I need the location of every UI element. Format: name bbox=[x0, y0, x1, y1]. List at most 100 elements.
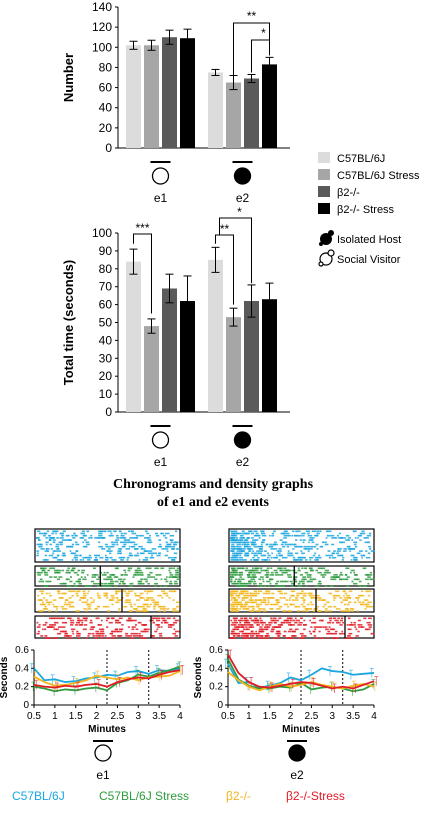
event-mark bbox=[148, 597, 150, 599]
event-mark bbox=[310, 608, 312, 610]
event-mark bbox=[239, 552, 243, 555]
event-mark bbox=[239, 621, 242, 624]
event-mark bbox=[314, 534, 319, 537]
event-mark bbox=[62, 552, 65, 555]
bar bbox=[126, 261, 141, 412]
event-mark bbox=[170, 541, 174, 544]
event-mark bbox=[37, 574, 42, 576]
event-mark bbox=[238, 541, 242, 544]
event-mark bbox=[338, 532, 341, 535]
event-mark bbox=[315, 597, 321, 599]
event-mark bbox=[237, 585, 242, 587]
event-mark bbox=[122, 580, 124, 583]
event-mark bbox=[176, 567, 180, 570]
event-mark bbox=[78, 624, 83, 626]
event-mark bbox=[297, 610, 300, 612]
event-mark bbox=[339, 541, 342, 544]
event-mark bbox=[353, 530, 357, 533]
event-mark bbox=[277, 590, 283, 593]
event-mark bbox=[365, 550, 368, 552]
event-mark bbox=[168, 590, 173, 593]
y-axis-label: Total time (seconds) bbox=[61, 260, 76, 385]
event-mark bbox=[144, 603, 149, 606]
y-tick-label: 80 bbox=[99, 262, 113, 276]
event-mark bbox=[354, 574, 358, 576]
event-mark bbox=[71, 534, 75, 537]
event-mark bbox=[230, 610, 234, 612]
event-mark bbox=[369, 605, 374, 608]
y-axis-label: Seconds bbox=[0, 656, 10, 698]
event-mark bbox=[291, 582, 296, 585]
event-mark bbox=[86, 592, 89, 595]
event-mark bbox=[166, 617, 171, 620]
event-mark bbox=[231, 537, 236, 539]
event-mark bbox=[125, 599, 128, 601]
event-mark bbox=[346, 603, 350, 606]
event-mark bbox=[89, 597, 93, 599]
event-mark bbox=[351, 580, 354, 583]
event-mark bbox=[74, 554, 79, 557]
x-category-label: e1 bbox=[154, 191, 168, 205]
event-mark bbox=[250, 541, 255, 544]
event-mark bbox=[114, 628, 117, 631]
event-mark bbox=[147, 582, 150, 585]
event-mark bbox=[156, 554, 161, 557]
event-mark bbox=[72, 537, 76, 539]
event-mark bbox=[77, 580, 80, 583]
event-mark bbox=[88, 585, 92, 587]
series-line bbox=[227, 671, 375, 692]
event-mark bbox=[166, 608, 170, 610]
event-mark bbox=[234, 592, 238, 595]
event-mark bbox=[359, 539, 362, 541]
event-mark bbox=[127, 601, 132, 604]
event-mark bbox=[290, 590, 296, 593]
event-mark bbox=[159, 635, 163, 637]
event-mark bbox=[90, 580, 95, 583]
event-mark bbox=[289, 617, 291, 620]
event-mark bbox=[344, 592, 348, 595]
event-mark bbox=[54, 621, 59, 624]
event-mark bbox=[291, 585, 295, 587]
event-mark bbox=[149, 597, 154, 599]
event-mark bbox=[231, 621, 237, 624]
event-mark bbox=[305, 530, 311, 533]
event-mark bbox=[172, 632, 177, 635]
event-mark bbox=[111, 635, 116, 637]
event-mark bbox=[251, 569, 256, 572]
event-mark bbox=[146, 537, 151, 539]
event-mark bbox=[365, 628, 369, 631]
event-mark bbox=[331, 537, 336, 539]
y-tick-label: 60 bbox=[99, 81, 113, 95]
event-mark bbox=[87, 559, 91, 561]
event-mark bbox=[118, 621, 121, 624]
event-mark bbox=[291, 635, 295, 637]
event-mark bbox=[230, 578, 233, 581]
event-mark bbox=[324, 541, 327, 544]
event-mark bbox=[283, 592, 288, 595]
event-mark bbox=[357, 630, 360, 633]
event-mark bbox=[361, 532, 366, 535]
x-axis-label: Minutes bbox=[282, 724, 320, 735]
event-mark bbox=[271, 597, 275, 599]
event-mark bbox=[340, 610, 344, 612]
event-mark bbox=[312, 545, 317, 548]
event-mark bbox=[131, 545, 136, 548]
event-mark bbox=[237, 597, 240, 599]
event-mark bbox=[173, 552, 178, 555]
event-mark bbox=[38, 545, 43, 548]
event-mark bbox=[115, 628, 119, 631]
event-mark bbox=[309, 632, 313, 635]
event-mark bbox=[130, 537, 135, 539]
event-mark bbox=[81, 530, 85, 533]
legend-swatch-b2stress bbox=[318, 203, 330, 214]
event-mark bbox=[43, 567, 47, 570]
event-mark bbox=[322, 576, 325, 578]
event-mark bbox=[303, 599, 306, 601]
event-mark bbox=[128, 541, 133, 544]
event-mark bbox=[174, 576, 180, 578]
event-mark bbox=[258, 632, 260, 635]
event-mark bbox=[160, 578, 163, 581]
event-mark bbox=[78, 621, 81, 624]
event-mark bbox=[307, 532, 310, 535]
event-mark bbox=[41, 603, 45, 606]
